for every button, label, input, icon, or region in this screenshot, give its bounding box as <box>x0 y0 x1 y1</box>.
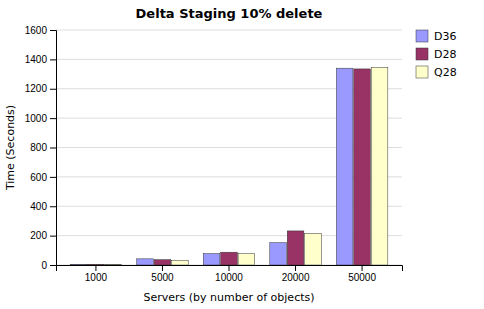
tick-label: 400 <box>30 201 47 212</box>
x-tick: 50000 <box>348 265 376 283</box>
tick-mark <box>50 265 56 266</box>
x-tick: 10000 <box>215 265 243 283</box>
legend-swatch <box>416 30 428 42</box>
legend-item: Q28 <box>416 66 457 79</box>
bars <box>70 67 388 265</box>
bar-series <box>70 68 353 265</box>
bar <box>203 254 220 265</box>
legend: D36 D28 Q28 <box>416 30 457 79</box>
axis-line <box>57 266 403 272</box>
tick-label: 800 <box>30 142 47 153</box>
tick-mark <box>50 89 56 90</box>
y-tick: 0 <box>41 260 56 271</box>
tick-mark <box>95 265 96 271</box>
y-tick: 1400 <box>25 54 56 65</box>
bar <box>354 69 371 265</box>
y-axis-title: Time (Seconds) <box>4 105 17 191</box>
bar <box>137 259 154 265</box>
tick-mark <box>50 59 56 60</box>
bar <box>154 260 171 265</box>
bar <box>70 264 87 265</box>
bar <box>221 252 238 265</box>
tick-label: 20000 <box>282 272 310 283</box>
x-axis-title: Servers (by number of objects) <box>143 291 314 304</box>
tick-mark <box>162 265 163 271</box>
x-tick: 1000 <box>85 265 108 283</box>
bar <box>238 254 255 265</box>
bar <box>88 264 105 265</box>
y-axis: 0 200 400 600 800 1000 1200 1400 1600 <box>25 25 57 271</box>
x-axis: 1000 5000 10000 20000 50000 <box>57 265 403 283</box>
bar <box>336 68 353 265</box>
grid-line <box>56 59 402 60</box>
tick-label: 1200 <box>25 83 48 94</box>
tick-mark <box>362 265 363 271</box>
legend-label: D36 <box>434 30 456 43</box>
bar <box>172 260 189 265</box>
legend-item: D36 <box>416 30 456 43</box>
tick-mark <box>50 118 56 119</box>
tick-label: 200 <box>30 230 47 241</box>
legend-label: Q28 <box>434 66 457 79</box>
tick-label: 1000 <box>25 113 48 124</box>
title: Delta Staging 10% delete <box>136 6 323 21</box>
legend-item: D28 <box>416 48 456 61</box>
tick-mark <box>295 265 296 271</box>
tick-label: 0 <box>41 260 47 271</box>
plot: 1000 5000 10000 20000 50000 0 200 400 600 800 1000… <box>25 25 403 283</box>
bar <box>105 264 122 265</box>
y-tick: 1600 <box>25 25 56 36</box>
bar <box>287 231 304 265</box>
bar <box>305 233 322 265</box>
grid-line <box>56 30 402 31</box>
axis-line <box>50 31 57 266</box>
y-tick: 200 <box>30 230 56 241</box>
x-tick: 20000 <box>282 265 310 283</box>
grid <box>56 30 402 265</box>
bar <box>371 67 388 265</box>
tick-label: 1400 <box>25 54 48 65</box>
y-tick: 800 <box>30 142 56 153</box>
y-tick: 1200 <box>25 83 56 94</box>
y-tick: 400 <box>30 201 56 212</box>
tick-label: 50000 <box>348 272 376 283</box>
tick-label: 1000 <box>85 272 108 283</box>
tick-label: 5000 <box>151 272 174 283</box>
legend-swatch <box>416 66 428 78</box>
tick-label: 10000 <box>215 272 243 283</box>
chart: 1000 5000 10000 20000 50000 0 200 400 600 800 1000… <box>0 0 484 309</box>
bar-series <box>105 67 388 265</box>
tick-mark <box>50 148 56 149</box>
x-tick: 5000 <box>151 265 174 283</box>
tick-mark <box>50 30 56 31</box>
legend-label: D28 <box>434 48 456 61</box>
tick-mark <box>50 236 56 237</box>
y-tick: 1000 <box>25 113 56 124</box>
tick-label: 600 <box>30 172 47 183</box>
y-tick: 600 <box>30 172 56 183</box>
tick-mark <box>229 265 230 271</box>
bar <box>270 243 287 265</box>
tick-label: 1600 <box>25 25 48 36</box>
legend-swatch <box>416 48 428 60</box>
tick-mark <box>50 177 56 178</box>
tick-mark <box>50 206 56 207</box>
bar-series <box>88 69 371 265</box>
